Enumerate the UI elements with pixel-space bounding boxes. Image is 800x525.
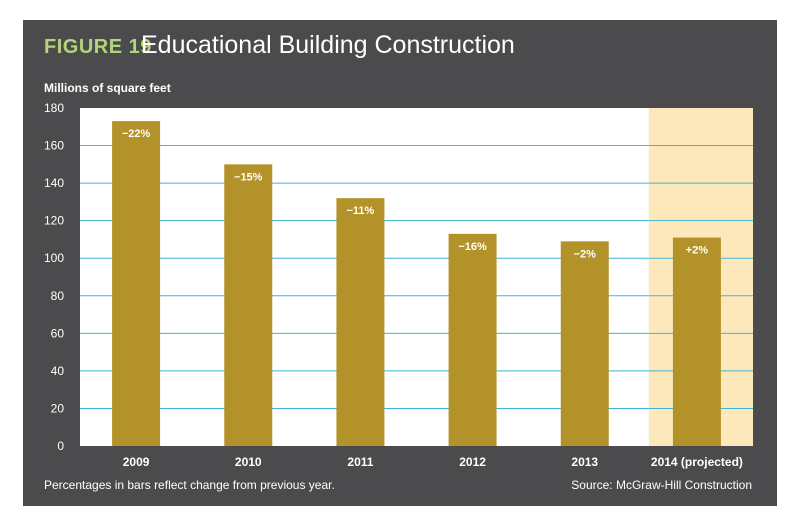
y-tick-label: 140 bbox=[44, 176, 64, 190]
figure-title: Educational Building Construction bbox=[141, 31, 515, 59]
bar bbox=[336, 198, 385, 446]
bar-data-label: −16% bbox=[458, 241, 487, 253]
plot-area bbox=[80, 108, 753, 446]
y-tick-label: 80 bbox=[51, 289, 65, 303]
bar bbox=[672, 237, 721, 446]
bar-data-label: −11% bbox=[346, 205, 374, 217]
y-tick-label: 20 bbox=[51, 401, 65, 415]
x-tick-label: 2014 (projected) bbox=[651, 455, 743, 469]
bar-data-label: −22% bbox=[122, 128, 151, 140]
bar-data-label: +2% bbox=[686, 245, 709, 257]
y-tick-label: 0 bbox=[57, 439, 64, 453]
x-tick-label: 2013 bbox=[571, 455, 598, 469]
bar-data-label: −2% bbox=[574, 248, 597, 260]
bar bbox=[448, 233, 497, 446]
figure-label: FIGURE 19 bbox=[44, 36, 152, 58]
y-tick-label: 180 bbox=[44, 101, 64, 115]
bar-data-label: −15% bbox=[234, 171, 263, 183]
bar bbox=[112, 121, 161, 447]
bar bbox=[560, 241, 609, 446]
y-axis-label: Millions of square feet bbox=[44, 81, 171, 95]
footnote: Percentages in bars reflect change from … bbox=[44, 478, 335, 492]
y-tick-label: 100 bbox=[44, 251, 64, 265]
y-tick-label: 120 bbox=[44, 214, 64, 228]
source-note: Source: McGraw-Hill Construction bbox=[571, 478, 752, 492]
y-tick-label: 60 bbox=[51, 326, 65, 340]
bar bbox=[224, 164, 273, 447]
x-tick-label: 2010 bbox=[235, 455, 262, 469]
y-tick-label: 40 bbox=[51, 364, 65, 378]
x-tick-label: 2009 bbox=[123, 455, 150, 469]
x-tick-label: 2011 bbox=[347, 455, 373, 469]
x-tick-label: 2012 bbox=[459, 455, 486, 469]
y-tick-label: 160 bbox=[44, 139, 64, 153]
